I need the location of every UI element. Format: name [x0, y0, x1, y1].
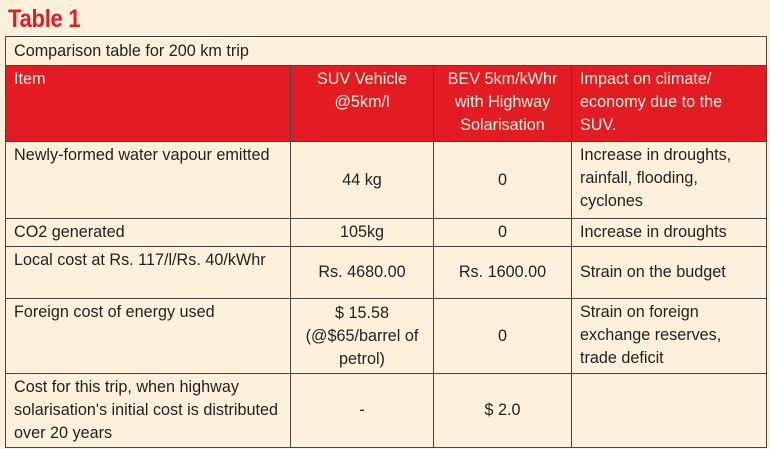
cell-bev: 0 — [433, 298, 572, 374]
table-row: Newly-formed water vapour emitted 44 kg … — [5, 141, 768, 219]
table-row: Cost for this trip, when highway solaris… — [5, 373, 768, 448]
cell-impact — [570, 373, 768, 448]
cell-item: Cost for this trip, when highway solaris… — [5, 373, 291, 448]
cell-suv: $ 15.58 (@$65/barrel of petrol) — [290, 298, 434, 374]
cell-item: Foreign cost of energy used — [5, 298, 291, 374]
table-row: Foreign cost of energy used $ 15.58 (@$6… — [5, 298, 768, 374]
cell-impact: Strain on the budget — [570, 246, 768, 299]
cell-item: CO2 generated — [5, 218, 291, 247]
cell-suv: Rs. 4680.00 — [290, 246, 434, 299]
column-header-bev: BEV 5km/kWhr with Highway Solarisation — [433, 65, 572, 142]
column-header-item: Item — [5, 65, 291, 142]
cell-item: Local cost at Rs. 117/l/Rs. 40/kWhr — [5, 246, 291, 299]
comparison-table: Comparison table for 200 km trip Item SU… — [4, 36, 768, 448]
cell-impact: Increase in droughts — [570, 218, 768, 247]
table-caption: Comparison table for 200 km trip — [4, 36, 768, 66]
cell-bev: 0 — [433, 141, 572, 219]
cell-bev: Rs. 1600.00 — [433, 246, 572, 299]
column-header-suv: SUV Vehicle @5km/l — [290, 65, 434, 142]
cell-suv: 105kg — [290, 218, 434, 247]
cell-item: Newly-formed water vapour emitted — [5, 141, 291, 219]
cell-suv: 44 kg — [290, 141, 434, 219]
table-row: CO2 generated 105kg 0 Increase in drough… — [5, 218, 768, 247]
column-header-impact: Impact on climate/ economy due to the SU… — [570, 65, 768, 142]
table-row: Local cost at Rs. 117/l/Rs. 40/kWhr Rs. … — [5, 246, 768, 299]
cell-suv: - — [290, 373, 434, 448]
cell-bev: $ 2.0 — [433, 373, 572, 448]
cell-impact: Increase in droughts, rainfall, flooding… — [570, 141, 768, 219]
cell-impact: Strain on foreign exchange reserves, tra… — [570, 298, 768, 374]
table-title: Table 1 — [8, 5, 81, 33]
cell-bev: 0 — [433, 218, 572, 247]
